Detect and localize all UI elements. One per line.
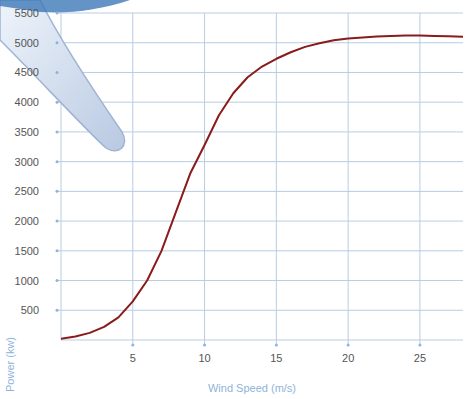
grid-line-y [57, 102, 463, 103]
x-axis [61, 340, 463, 341]
tick-y [56, 220, 59, 223]
plot-area [61, 36, 463, 339]
tick-x [347, 344, 350, 347]
tick-label-y: 5000 [15, 37, 39, 49]
grid-line-y [57, 42, 463, 43]
tick-label-x: 15 [270, 352, 282, 364]
y-axis-label: Power (kw) [4, 337, 16, 392]
tick-label-x: 10 [198, 352, 210, 364]
tick-y [56, 190, 59, 193]
grid-line-y [57, 310, 463, 311]
grid-line-x [419, 13, 420, 344]
tick-label-x: 25 [414, 352, 426, 364]
tick-label-y: 500 [21, 304, 39, 316]
grid-line-y [57, 72, 463, 73]
grid-line-x [132, 13, 133, 344]
power-curve [61, 36, 463, 339]
tick-label-x: 5 [130, 352, 136, 364]
tick-x [418, 344, 421, 347]
chart: 500 1000 1500 2000 2500 3000 3500 4000 4500 5000 5… [0, 0, 470, 399]
tick-y [56, 249, 59, 252]
tick-x [203, 344, 206, 347]
x-axis-label: Wind Speed (m/s) [208, 382, 296, 394]
grid-line-x [204, 13, 205, 344]
tick-label-y: 2000 [15, 215, 39, 227]
tick-y [56, 130, 59, 133]
grid-line-x [276, 13, 277, 344]
grid-line-y [57, 13, 463, 14]
tick-y [56, 279, 59, 282]
tick-label-y: 1000 [15, 275, 39, 287]
grid-line-y [57, 191, 463, 192]
tick-label-y: 4000 [15, 96, 39, 108]
grid-line-y [57, 161, 463, 162]
tick-y [56, 12, 59, 15]
tick-y [56, 160, 59, 163]
tick-label-y: 3500 [15, 126, 39, 138]
tick-y [56, 41, 59, 44]
tick-label-x: 20 [342, 352, 354, 364]
grid-line-y [57, 221, 463, 222]
grid-line-y [57, 250, 463, 251]
tick-label-y: 2500 [15, 185, 39, 197]
tick-label-y: 4500 [15, 66, 39, 78]
grid-line-x [348, 13, 349, 344]
tick-x [275, 344, 278, 347]
tick-y [56, 101, 59, 104]
tick-x [131, 344, 134, 347]
tick-label-y: 1500 [15, 245, 39, 257]
tick-label-y: 3000 [15, 156, 39, 168]
grid-line-y [57, 280, 463, 281]
blade-decoration [0, 0, 125, 151]
tick-label-y: 5500 [15, 7, 39, 19]
tick-y [56, 309, 59, 312]
tick-y [56, 71, 59, 74]
